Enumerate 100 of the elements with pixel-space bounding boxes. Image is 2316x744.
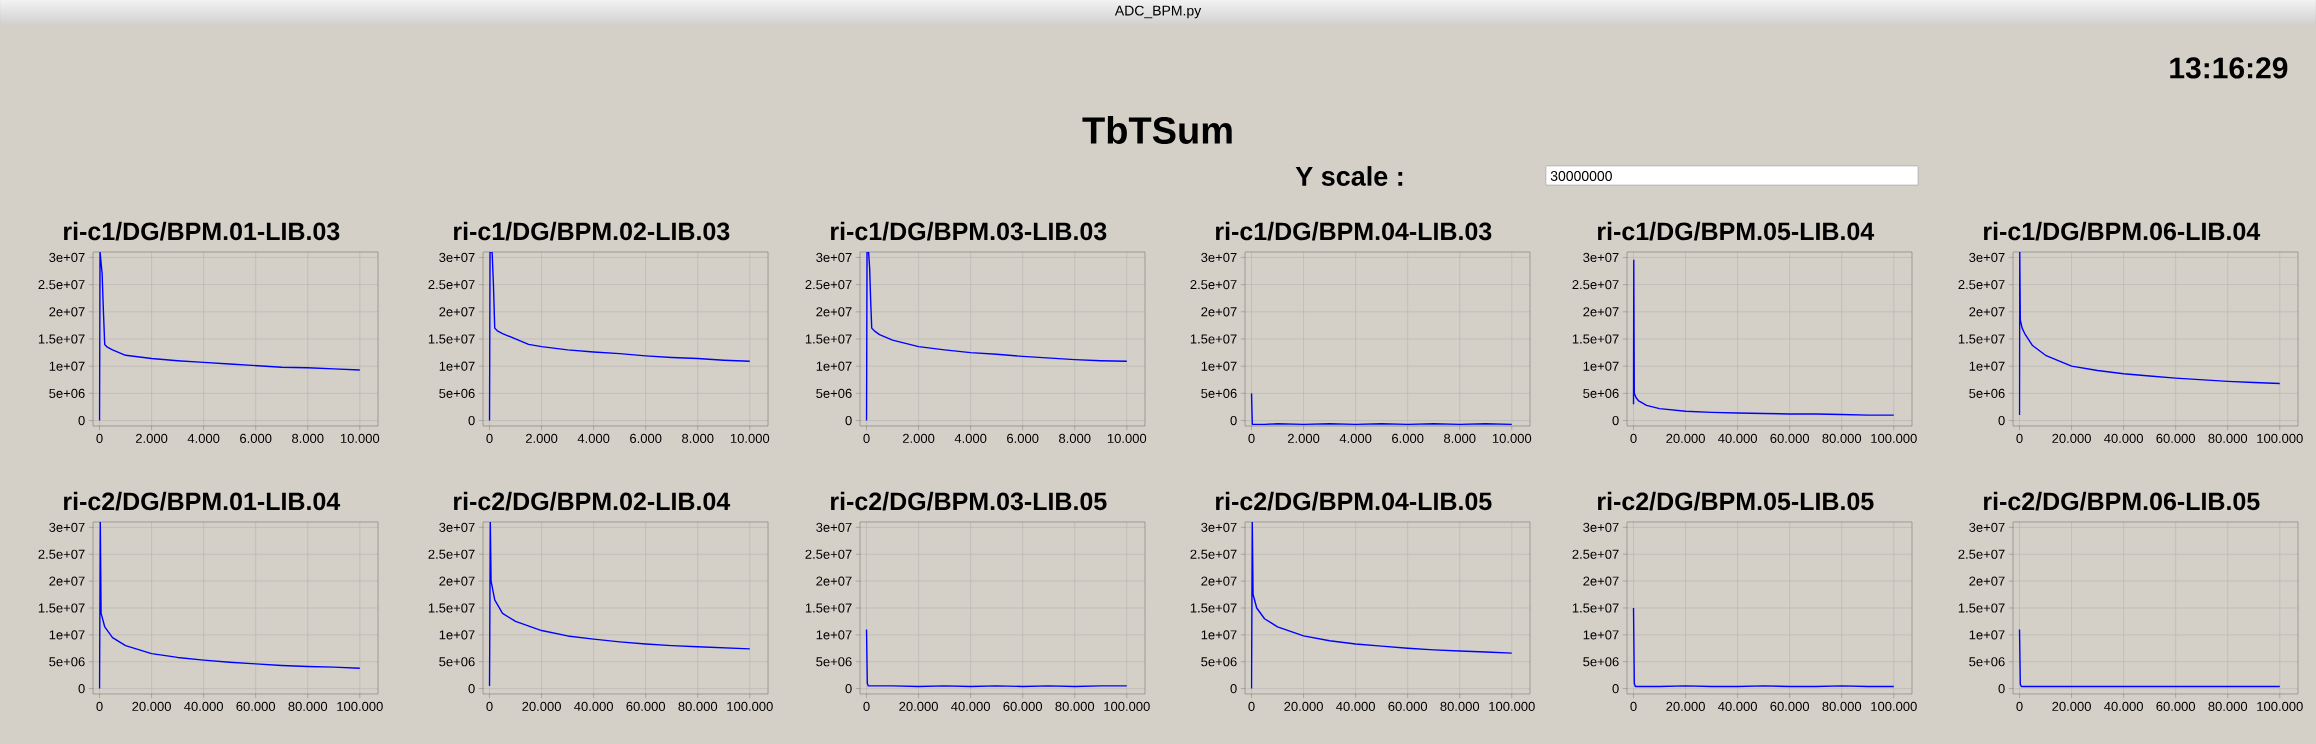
y-tick-label: 2.5e+07 (1572, 549, 1619, 559)
text: 13:16:29 (2170, 57, 2288, 79)
y-tick-label: 2e+07 (1583, 307, 1619, 317)
y-tick-label: 1.5e+07 (428, 334, 475, 344)
y-tick-label: 0 (468, 415, 475, 426)
x-tick-label: 0 (1630, 433, 1637, 443)
y-tick-label: 5e+06 (1201, 388, 1237, 398)
y-tick-label: 1e+07 (1969, 361, 2005, 371)
chart-title: ri-c1/DG/BPM.04-LIB.03 (1216, 221, 1492, 241)
y-tick-label: 0 (1230, 684, 1237, 694)
x-tick-label: 60.000 (2156, 701, 2196, 711)
x-tick-label: 10.000 (340, 433, 380, 443)
y-tick-label: 1.5e+07 (428, 603, 475, 613)
y-tick-label: 3e+07 (1201, 252, 1237, 263)
chart-title: ri-c1/DG/BPM.05-LIB.04 (1598, 221, 1875, 241)
x-tick-label: 60.000 (2156, 433, 2196, 443)
x-tick-label: 6.000 (630, 433, 662, 443)
x-tick-label: 6.000 (1392, 433, 1424, 443)
x-tick-label: 80.000 (1440, 701, 1480, 711)
x-tick-label: 0 (486, 433, 493, 443)
y-tick-label: 1.5e+07 (1190, 334, 1237, 344)
y-tick-label: 2.5e+07 (805, 549, 852, 559)
x-tick-label: 40.000 (1718, 433, 1757, 443)
text: 30000000 (1550, 171, 1612, 181)
x-tick-label: 20.000 (1284, 701, 1323, 711)
line-series (98, 521, 361, 690)
x-tick-label: 6.000 (240, 433, 272, 443)
x-tick-label: 40.000 (574, 701, 614, 711)
y-tick-label: 0 (468, 684, 475, 694)
y-tick-label: 2e+07 (1969, 307, 2005, 317)
y-tick-label: 1.5e+07 (38, 334, 85, 344)
x-tick-label: 6.000 (1007, 433, 1039, 443)
x-tick-label: 0 (1630, 701, 1637, 711)
chart-title: ri-c1/DG/BPM.03-LIB.03 (831, 221, 1107, 241)
y-tick-label: 0 (845, 415, 852, 426)
x-tick-label: 100.000 (727, 701, 773, 711)
y-tick-label: 5e+06 (1969, 388, 2005, 398)
x-tick-label: 8.000 (682, 433, 714, 443)
x-tick-label: 20.000 (1666, 701, 1705, 711)
y-tick-label: 2e+07 (49, 576, 85, 586)
x-tick-label: 20.000 (1666, 433, 1705, 443)
y-tick-label: 5e+06 (49, 388, 85, 398)
y-tick-label: 5e+06 (439, 657, 475, 667)
y-tick-label: 2e+07 (439, 576, 475, 586)
x-tick-label: 100.000 (2257, 433, 2303, 443)
chart-title: ri-c2/DG/BPM.06-LIB.05 (1984, 491, 2260, 511)
x-tick-label: 80.000 (1055, 701, 1095, 711)
x-tick-label: 80.000 (1822, 701, 1862, 711)
y-tick-label: 5e+06 (1201, 657, 1237, 667)
y-tick-label: 5e+06 (1969, 657, 2005, 667)
y-tick-label: 1e+07 (816, 361, 852, 371)
y-tick-label: 1e+07 (1201, 361, 1237, 371)
x-tick-label: 40.000 (2104, 433, 2143, 443)
chart-title: ri-c2/DG/BPM.05-LIB.05 (1598, 491, 1874, 511)
x-tick-label: 0 (96, 701, 103, 711)
y-tick-label: 3e+07 (49, 522, 85, 532)
x-tick-label: 4.000 (187, 433, 220, 443)
x-tick-label: 60.000 (1388, 701, 1428, 711)
x-tick-label: 4.000 (954, 433, 987, 443)
y-tick-label: 2.5e+07 (1958, 280, 2005, 290)
x-tick-label: 8.000 (1059, 433, 1091, 443)
y-tick-label: 5e+06 (816, 388, 852, 398)
x-tick-label: 80.000 (2208, 701, 2248, 711)
x-tick-label: 0 (2016, 701, 2023, 711)
y-tick-label: 2e+07 (1201, 307, 1237, 317)
x-tick-label: 100.000 (1489, 701, 1535, 711)
y-tick-label: 0 (1998, 415, 2005, 426)
x-tick-label: 20.000 (522, 701, 561, 711)
y-tick-label: 3e+07 (1969, 522, 2005, 532)
y-tick-label: 3e+07 (1583, 252, 1619, 263)
x-tick-label: 60.000 (1770, 701, 1810, 711)
x-tick-label: 0 (96, 433, 103, 443)
x-tick-label: 2.000 (135, 433, 168, 443)
y-tick-label: 5e+06 (439, 388, 475, 398)
x-tick-label: 2.000 (525, 433, 558, 443)
chart-title: ri-c2/DG/BPM.04-LIB.05 (1216, 491, 1492, 511)
y-tick-label: 3e+07 (1583, 522, 1619, 532)
y-tick-label: 5e+06 (816, 657, 852, 667)
y-tick-label: 2.5e+07 (1958, 549, 2005, 559)
line-series (865, 628, 1128, 688)
y-tick-label: 3e+07 (439, 252, 475, 263)
x-tick-label: 40.000 (2104, 701, 2143, 711)
y-tick-label: 2.5e+07 (428, 549, 475, 559)
y-tick-label: 0 (1612, 415, 1619, 426)
y-tick-label: 5e+06 (1583, 657, 1619, 667)
y-tick-label: 1.5e+07 (1572, 334, 1619, 344)
y-tick-label: 1e+07 (1969, 630, 2005, 640)
y-tick-label: 3e+07 (1969, 252, 2005, 263)
x-tick-label: 2.000 (902, 433, 935, 443)
y-tick-label: 1.5e+07 (1958, 334, 2005, 344)
chart-title: ri-c1/DG/BPM.02-LIB.03 (454, 221, 730, 241)
y-tick-label: 2.5e+07 (38, 280, 85, 290)
x-tick-label: 0 (1248, 701, 1255, 711)
x-tick-label: 10.000 (1107, 433, 1147, 443)
x-tick-label: 100.000 (1104, 701, 1150, 711)
x-tick-label: 0 (2016, 433, 2023, 443)
y-tick-label: 1e+07 (439, 630, 475, 640)
x-tick-label: 20.000 (2052, 701, 2091, 711)
y-tick-label: 0 (1230, 415, 1237, 426)
y-tick-label: 2e+07 (1583, 576, 1619, 586)
